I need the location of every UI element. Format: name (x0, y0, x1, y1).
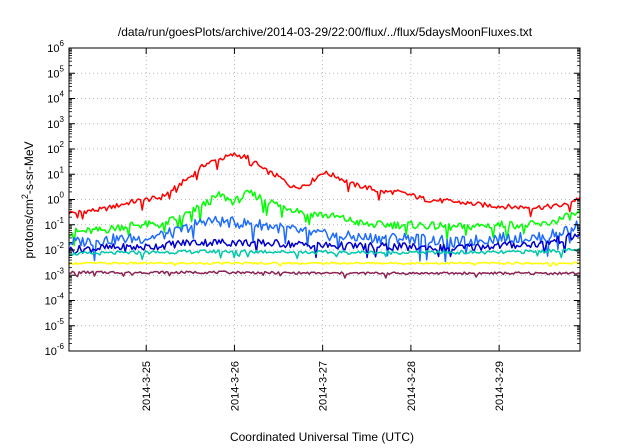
y-tick-label: 10-4 (45, 292, 65, 308)
y-tick-label: 100 (47, 191, 64, 207)
series-lines (68, 152, 581, 279)
y-tick-label: 105 (47, 64, 64, 80)
x-tick-labels: 2014-3-25 2014-3-26 2014-3-27 2014-3-28 2014… (141, 361, 506, 411)
y-tick-label: 106 (47, 39, 64, 55)
series-line-5 (68, 247, 581, 261)
y-tick-labels: 10-6 10-5 10-4 10-3 10-2 10-1 100 101 102 103 104 1… (45, 39, 65, 358)
chart-title: /data/run/goesPlots/archive/2014-03-29/2… (118, 25, 533, 39)
x-axis-label: Coordinated Universal Time (UTC) (230, 430, 414, 444)
series-line-3 (68, 215, 581, 263)
y-axis-label-prefix: protons/cm (22, 199, 36, 258)
x-tick-label: 2014-3-28 (406, 361, 418, 411)
x-tick-label: 2014-3-27 (318, 361, 330, 411)
y-tick-label: 10-6 (45, 342, 65, 358)
y-tick-label: 102 (47, 140, 64, 156)
y-tick-label: 10-1 (45, 216, 65, 232)
y-tick-label: 10-5 (45, 317, 65, 333)
y-tick-label: 101 (47, 165, 64, 181)
y-axis-label-suffix: -s-sr-MeV (22, 141, 36, 194)
series-line-1 (68, 152, 581, 220)
x-tick-label: 2014-3-29 (494, 361, 506, 411)
y-tick-label: 10-2 (45, 241, 65, 257)
series-line-4 (68, 232, 581, 259)
ticks (69, 47, 580, 352)
series-line-7 (68, 270, 581, 279)
y-tick-label: 10-3 (45, 266, 65, 282)
y-axis-label-sup: 2 (20, 194, 30, 199)
x-tick-label: 2014-3-26 (229, 361, 241, 411)
series-line-2 (68, 189, 581, 247)
y-axis-label: protons/cm2-s-sr-MeV (20, 141, 36, 258)
y-tick-label: 103 (47, 115, 64, 131)
x-tick-label: 2014-3-25 (141, 361, 153, 411)
grid (69, 48, 580, 351)
series-line-6 (68, 261, 581, 267)
y-tick-label: 104 (47, 90, 64, 106)
